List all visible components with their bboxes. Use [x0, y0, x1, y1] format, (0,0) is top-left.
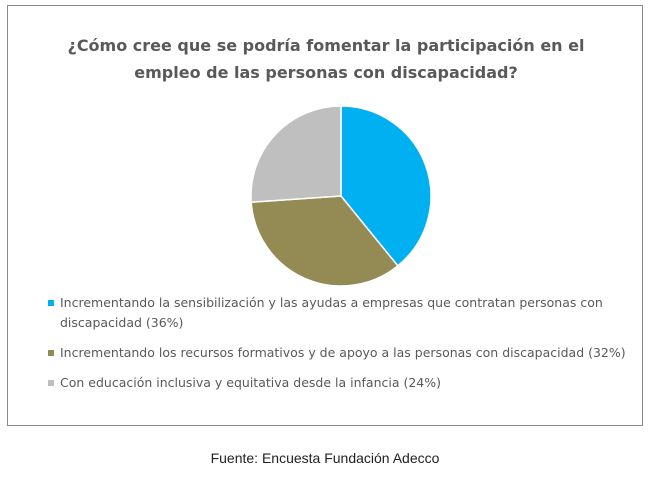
legend-item: Incrementando los recursos formativos y … [46, 343, 626, 363]
legend-item: Con educación inclusiva y equitativa des… [46, 373, 626, 393]
chart-title: ¿Cómo cree que se podría fomentar la par… [67, 36, 585, 82]
legend-swatch [48, 350, 54, 356]
legend-swatch [48, 300, 54, 306]
chart-frame: ¿Cómo cree que se podría fomentar la par… [7, 5, 643, 426]
pie-chart [250, 105, 432, 287]
legend-label: Incrementando la sensibilización y las a… [60, 295, 603, 330]
legend-swatch [48, 380, 54, 386]
pie-slice [250, 195, 399, 287]
pie-slice [340, 105, 432, 267]
legend-label: Con educación inclusiva y equitativa des… [60, 375, 442, 390]
source-note: Fuente: Encuesta Fundación Adecco [210, 450, 440, 466]
legend-item: Incrementando la sensibilización y las a… [46, 293, 626, 333]
legend-label: Incrementando los recursos formativos y … [60, 345, 626, 360]
legend: Incrementando la sensibilización y las a… [46, 293, 626, 403]
pie-slice [250, 105, 342, 203]
